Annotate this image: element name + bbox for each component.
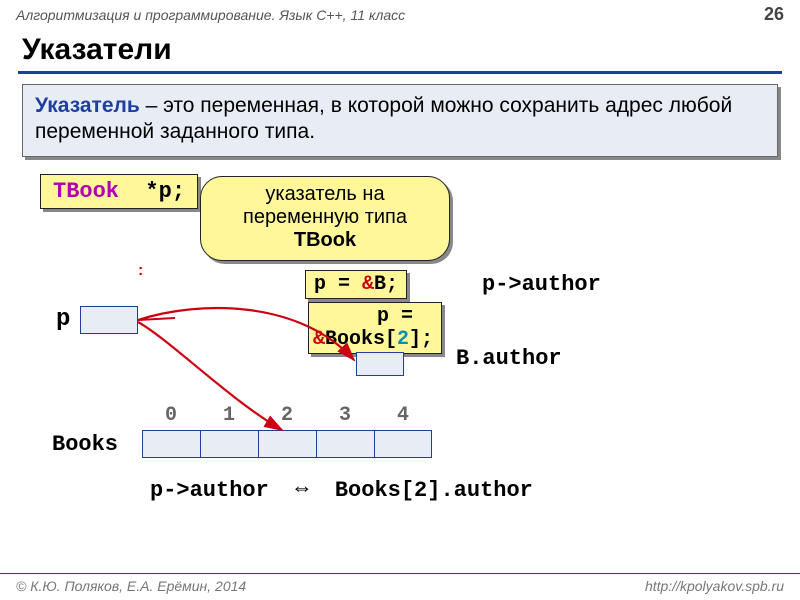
equivalence: p->author ⇔ Books[2].author bbox=[150, 478, 533, 503]
footer-right: http://kpolyakov.spb.ru bbox=[645, 578, 784, 594]
books-cell-3 bbox=[316, 430, 374, 458]
p-label: p bbox=[56, 306, 70, 333]
bubble-type: TBook bbox=[219, 229, 431, 252]
assign-b-wrapper: p = &B; bbox=[305, 270, 407, 299]
assign2-idx: 2 bbox=[397, 328, 409, 351]
declaration-code: TBook *p; bbox=[40, 174, 198, 209]
idx-0: 0 bbox=[142, 404, 200, 427]
assign2-amp: & bbox=[313, 328, 325, 351]
definition-text: – это переменная, в которой можно сохран… bbox=[35, 94, 732, 143]
decl-type: TBook bbox=[53, 179, 119, 204]
p-cell bbox=[80, 306, 138, 334]
equiv-left: p->author bbox=[150, 478, 269, 503]
books-array bbox=[142, 430, 432, 463]
idx-2: 2 bbox=[258, 404, 316, 427]
title-rule bbox=[18, 71, 782, 74]
assign1-post: B; bbox=[374, 273, 398, 296]
b-cell bbox=[356, 352, 404, 376]
books-cell-1 bbox=[200, 430, 258, 458]
books-cell-0 bbox=[142, 430, 200, 458]
p-arrow-author-label: p->author bbox=[482, 272, 601, 297]
declaration-wrapper: TBook *p; bbox=[40, 174, 198, 209]
slide-header: Алгоритмизация и программирование. Язык … bbox=[0, 0, 800, 27]
books-cell-2 bbox=[258, 430, 316, 458]
page-number: 26 bbox=[764, 4, 784, 25]
decl-rest: *p; bbox=[119, 179, 185, 204]
assign1-pre: p = bbox=[314, 273, 362, 296]
array-indices: 01234 bbox=[142, 404, 432, 427]
slide-footer: © К.Ю. Поляков, Е.А. Ерёмин, 2014 http:/… bbox=[0, 573, 800, 600]
assign-b-code: p = &B; bbox=[305, 270, 407, 299]
footer-left: © К.Ю. Поляков, Е.А. Ерёмин, 2014 bbox=[16, 578, 246, 594]
bubble-line2: переменную типа bbox=[219, 206, 431, 229]
equiv-right: Books[2].author bbox=[335, 478, 533, 503]
course-label: Алгоритмизация и программирование. Язык … bbox=[16, 7, 405, 23]
idx-1: 1 bbox=[200, 404, 258, 427]
equiv-sym: ⇔ bbox=[295, 478, 308, 503]
definition-box: Указатель – это переменная, в которой мо… bbox=[22, 84, 778, 157]
assign2-post: ]; bbox=[409, 328, 433, 351]
assign1-amp: & bbox=[362, 273, 374, 296]
assign2-mid: Books[ bbox=[325, 328, 397, 351]
idx-4: 4 bbox=[374, 404, 432, 427]
assign2-pre: p = bbox=[313, 305, 413, 328]
bubble-line1: указатель на bbox=[219, 183, 431, 206]
slide-title: Указатели bbox=[0, 27, 800, 67]
b-author-label: B.author bbox=[456, 346, 562, 371]
pointer-bubble: указатель на переменную типа TBook bbox=[200, 176, 450, 261]
assign-books-code: p = &Books[2]; bbox=[308, 302, 442, 354]
idx-3: 3 bbox=[316, 404, 374, 427]
assign-books-wrapper: p = &Books[2]; bbox=[308, 302, 442, 354]
books-label: Books bbox=[52, 432, 118, 457]
definition-term: Указатель bbox=[35, 94, 140, 117]
red-mark: : bbox=[138, 262, 143, 280]
books-cell-4 bbox=[374, 430, 432, 458]
